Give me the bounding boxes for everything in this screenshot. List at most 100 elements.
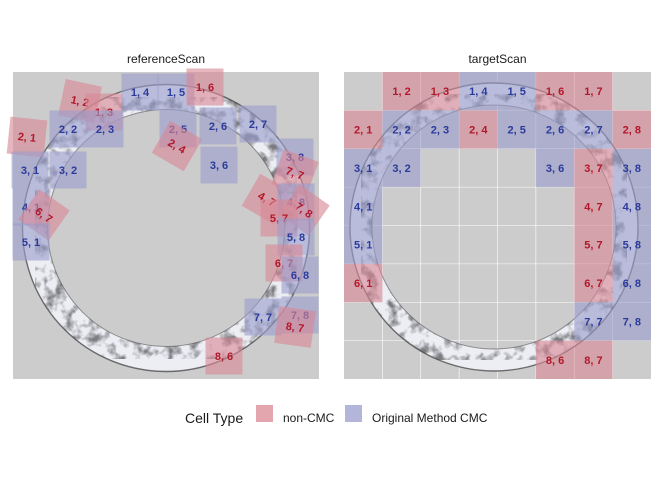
cell-tile — [612, 302, 651, 341]
cell-3-6: 3, 6 — [535, 148, 575, 188]
cell-label: 2, 4 — [469, 125, 488, 137]
cell-tile — [344, 225, 383, 264]
cell-label: 6, 8 — [623, 278, 641, 290]
cell-2-6: 2, 6 — [199, 107, 237, 145]
cell-label: 3, 2 — [59, 165, 77, 177]
cell-tile — [459, 72, 498, 111]
cell-label: 8, 7 — [285, 321, 305, 335]
cell-6-8: 6, 8 — [281, 256, 319, 294]
cell-2-7: 2, 7 — [574, 110, 613, 149]
cell-6-7: 6, 7 — [574, 263, 613, 303]
cell-label: 5, 1 — [354, 240, 372, 252]
facet-panels: referenceScan 1, 2 1, 3 1, 4 1, 5 1, 6 2, 1 2, … — [6, 52, 651, 379]
cell-tile — [86, 110, 124, 148]
cell-5-8: 5, 8 — [612, 225, 651, 264]
cell-tile — [535, 110, 575, 149]
cell-tile — [382, 148, 421, 188]
panel-targetScan: targetScan 1, 2 1, 3 1, 4 1, 5 1, 6 1, 7 2, 1 2,… — [344, 52, 651, 379]
cell-tile — [239, 105, 277, 143]
cell-tile — [420, 110, 460, 149]
cell-label: 8, 6 — [215, 351, 233, 363]
legend-item-non-CMC: non-CMC — [256, 405, 335, 425]
cell-label: 2, 3 — [96, 124, 114, 136]
cell-tile — [420, 72, 460, 111]
cell-tile — [574, 302, 613, 341]
cell-label: 1, 3 — [431, 86, 449, 98]
cell-1-6: 1, 6 — [186, 68, 224, 106]
cell-label: 3, 6 — [210, 160, 228, 172]
legend-key — [345, 405, 362, 422]
legend-key — [256, 405, 273, 422]
cell-3-7: 3, 7 — [574, 148, 613, 188]
cell-tile — [274, 306, 316, 348]
cell-label: 2, 7 — [249, 119, 267, 131]
cell-label: 4, 7 — [584, 201, 602, 213]
cell-label: 1, 2 — [70, 94, 90, 110]
cell-1-2: 1, 2 — [382, 72, 421, 111]
cell-2-1: 2, 1 — [6, 116, 48, 158]
cell-2-4: 2, 4 — [459, 110, 498, 149]
cell-tile — [281, 256, 319, 294]
cell-8-6: 8, 6 — [205, 337, 243, 375]
cell-label: 6, 8 — [291, 270, 309, 282]
cell-label: 1, 4 — [469, 86, 488, 98]
cell-tile — [574, 110, 613, 149]
cell-tile — [535, 340, 575, 379]
cell-tile — [49, 151, 87, 189]
cell-tile — [535, 148, 575, 188]
cell-tile — [49, 110, 87, 148]
cell-tile — [574, 187, 613, 226]
cell-tile — [151, 120, 203, 172]
cell-2-6: 2, 6 — [535, 110, 575, 149]
cell-tile — [344, 148, 383, 188]
cell-label: 2, 6 — [209, 121, 227, 133]
cell-tile — [12, 223, 50, 261]
cell-tile — [11, 151, 49, 189]
cell-4-8: 4, 8 — [612, 187, 651, 226]
cell-7-7: 7, 7 — [244, 298, 282, 336]
cell-2-2: 2, 2 — [49, 110, 87, 148]
cell-label: 1, 5 — [508, 86, 526, 98]
cell-label: 7, 7 — [584, 316, 602, 328]
cell-3-2: 3, 2 — [382, 148, 421, 188]
cell-label: 5, 8 — [287, 232, 305, 244]
cell-label: 1, 6 — [546, 86, 564, 98]
cell-label: 1, 4 — [131, 87, 150, 99]
panel-title: targetScan — [468, 52, 526, 66]
cell-label: 6, 7 — [584, 278, 602, 290]
cell-label: 2, 3 — [431, 125, 449, 137]
cell-tile — [612, 148, 651, 188]
cell-tile — [344, 187, 383, 226]
cell-1-4: 1, 4 — [121, 73, 159, 111]
cell-3-1: 3, 1 — [344, 148, 383, 188]
cell-tile — [6, 116, 48, 158]
cell-label: 3, 1 — [21, 165, 39, 177]
cell-label: 2, 2 — [59, 124, 77, 136]
cell-label: 7, 7 — [284, 165, 305, 183]
cell-label: 3, 7 — [584, 163, 602, 175]
cell-1-3: 1, 3 — [420, 72, 460, 111]
cell-tile — [574, 148, 613, 188]
cell-label: 4, 1 — [354, 201, 372, 213]
cell-7-8: 7, 8 — [612, 302, 651, 341]
cell-label: 2, 6 — [546, 125, 564, 137]
cell-label: 1, 7 — [584, 86, 602, 98]
cell-2-8: 2, 8 — [612, 110, 651, 149]
cell-tile — [574, 72, 613, 111]
cell-5-1: 5, 1 — [344, 225, 383, 264]
cell-label: 1, 2 — [392, 86, 410, 98]
cell-4-1: 4, 1 — [344, 187, 383, 226]
cell-2-1: 2, 1 — [344, 110, 383, 149]
cell-1-7: 1, 7 — [574, 72, 613, 111]
cell-3-2: 3, 2 — [49, 151, 87, 189]
cell-label: 2, 1 — [17, 131, 37, 145]
cell-5-7: 5, 7 — [574, 225, 613, 264]
cell-3-1: 3, 1 — [11, 151, 49, 189]
cell-2-3: 2, 3 — [86, 110, 124, 148]
cell-tile — [535, 72, 575, 111]
legend: Cell Type non-CMC Original Method CMC — [185, 405, 488, 426]
cell-tile — [199, 107, 237, 145]
panel-title: referenceScan — [127, 52, 205, 66]
cell-label: 3, 1 — [354, 163, 372, 175]
